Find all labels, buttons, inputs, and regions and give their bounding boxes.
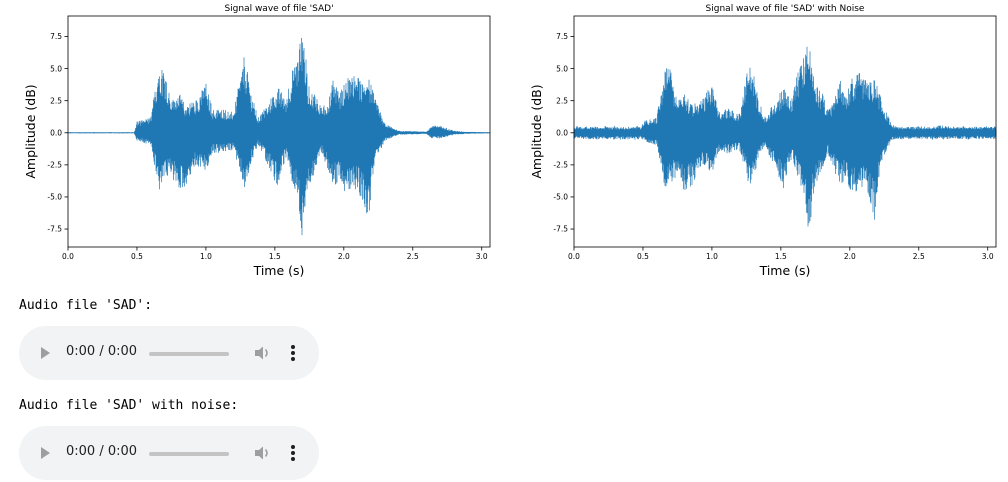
x-tick-label: 0.0 bbox=[568, 252, 580, 261]
y-tick-label: -2.5 bbox=[553, 161, 568, 170]
play-icon[interactable] bbox=[41, 347, 50, 359]
x-tick-label: 1.0 bbox=[200, 252, 212, 261]
more-options-icon[interactable] bbox=[287, 443, 299, 463]
y-tick-label: -7.5 bbox=[47, 225, 62, 234]
y-tick-label: 7.5 bbox=[556, 32, 568, 41]
volume-icon[interactable] bbox=[253, 345, 271, 361]
progress-bar[interactable] bbox=[149, 452, 229, 456]
x-tick-label: 1.0 bbox=[706, 252, 718, 261]
y-tick-label: 2.5 bbox=[556, 96, 568, 105]
audio-player-noise[interactable]: 0:00 / 0:00 bbox=[19, 426, 319, 480]
x-tick-label: 2.0 bbox=[844, 252, 856, 261]
audio-player-original[interactable]: 0:00 / 0:00 bbox=[19, 326, 319, 380]
charts: Signal wave of file 'SAD' 0.0 0.5 1.0 1.5 2.0… bbox=[23, 4, 997, 278]
y-tick-label: 5.0 bbox=[556, 64, 568, 73]
progress-bar[interactable] bbox=[149, 352, 229, 356]
x-tick-label: 2.5 bbox=[407, 252, 419, 261]
x-axis-label: Time (s) bbox=[759, 263, 811, 278]
audio-caption-noise: Audio file 'SAD' with noise: bbox=[19, 398, 239, 413]
volume-icon[interactable] bbox=[253, 445, 271, 461]
chart-title: Signal wave of file 'SAD' with Noise bbox=[706, 4, 865, 14]
x-tick-label: 0.0 bbox=[62, 252, 74, 261]
y-tick-label: 7.5 bbox=[50, 32, 62, 41]
time-display: 0:00 / 0:00 bbox=[66, 444, 138, 459]
y-tick-label: -5.0 bbox=[553, 193, 568, 202]
y-tick-label: 5.0 bbox=[50, 64, 62, 73]
y-tick-label: 0.0 bbox=[50, 128, 62, 137]
audio-caption-original: Audio file 'SAD': bbox=[19, 298, 153, 313]
more-options-icon[interactable] bbox=[287, 343, 299, 363]
x-tick-label: 2.5 bbox=[913, 252, 925, 261]
chart-title: Signal wave of file 'SAD' bbox=[224, 4, 333, 14]
y-tick-label: -7.5 bbox=[553, 225, 568, 234]
y-tick-label: 2.5 bbox=[50, 96, 62, 105]
x-tick-label: 1.5 bbox=[775, 252, 787, 261]
chart-signal-wave-noise: Signal wave of file 'SAD' with Noise 0.0 0… bbox=[529, 4, 997, 278]
waveform-series bbox=[67, 37, 491, 236]
y-tick-label: 0.0 bbox=[556, 128, 568, 137]
chart-signal-wave: Signal wave of file 'SAD' 0.0 0.5 1.0 1.5 2.0… bbox=[23, 4, 491, 278]
x-tick-label: 1.5 bbox=[269, 252, 281, 261]
play-icon[interactable] bbox=[41, 447, 50, 459]
plot-frame bbox=[573, 15, 997, 248]
x-tick-label: 3.0 bbox=[476, 252, 488, 261]
x-tick-label: 0.5 bbox=[131, 252, 143, 261]
y-axis-label: Amplitude (dB) bbox=[529, 84, 544, 178]
y-tick-label: -2.5 bbox=[47, 161, 62, 170]
y-axis-label: Amplitude (dB) bbox=[23, 84, 38, 178]
x-tick-label: 2.0 bbox=[338, 252, 350, 261]
time-display: 0:00 / 0:00 bbox=[66, 344, 138, 359]
x-tick-label: 3.0 bbox=[982, 252, 994, 261]
plot-frame bbox=[67, 15, 491, 248]
x-tick-label: 0.5 bbox=[637, 252, 649, 261]
y-tick-label: -5.0 bbox=[47, 193, 62, 202]
waveform-series bbox=[573, 46, 997, 227]
x-axis-label: Time (s) bbox=[253, 263, 305, 278]
